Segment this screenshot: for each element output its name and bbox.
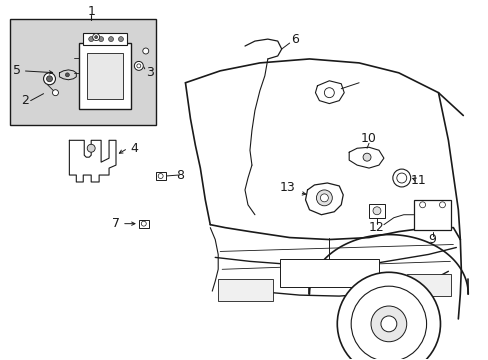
Bar <box>87 53 122 99</box>
Text: 12: 12 <box>368 221 384 234</box>
Bar <box>406 274 450 296</box>
Circle shape <box>141 221 146 226</box>
Bar <box>139 220 148 228</box>
Circle shape <box>158 174 163 179</box>
Text: 9: 9 <box>427 233 436 246</box>
Circle shape <box>362 153 370 161</box>
Text: 3: 3 <box>145 66 153 79</box>
Text: 8: 8 <box>176 168 184 181</box>
Circle shape <box>370 306 406 342</box>
Circle shape <box>87 144 95 152</box>
Circle shape <box>52 90 59 96</box>
Circle shape <box>337 272 440 360</box>
Circle shape <box>324 88 334 98</box>
Circle shape <box>380 316 396 332</box>
Text: 1: 1 <box>87 5 95 18</box>
Circle shape <box>108 37 113 41</box>
Circle shape <box>99 37 103 41</box>
Text: 10: 10 <box>360 132 376 145</box>
Circle shape <box>134 62 143 70</box>
Circle shape <box>43 73 55 85</box>
Circle shape <box>372 207 380 215</box>
Circle shape <box>88 37 94 41</box>
Text: 7: 7 <box>112 217 120 230</box>
Text: 2: 2 <box>20 94 29 107</box>
Text: 11: 11 <box>410 174 426 186</box>
Bar <box>155 172 165 180</box>
Circle shape <box>439 202 445 208</box>
Text: 6: 6 <box>290 33 298 46</box>
Circle shape <box>419 202 425 208</box>
Bar <box>79 43 131 109</box>
Circle shape <box>142 48 148 54</box>
Bar <box>279 260 378 287</box>
Circle shape <box>350 286 426 360</box>
Bar <box>413 200 450 230</box>
Circle shape <box>46 76 52 82</box>
Circle shape <box>95 36 98 39</box>
Circle shape <box>65 73 69 77</box>
Bar <box>368 204 384 218</box>
Circle shape <box>118 37 123 41</box>
Circle shape <box>137 64 141 68</box>
Circle shape <box>392 169 410 187</box>
Bar <box>10 19 155 125</box>
Polygon shape <box>69 140 116 182</box>
Circle shape <box>320 194 327 202</box>
Circle shape <box>396 173 406 183</box>
Text: 13: 13 <box>279 181 295 194</box>
Circle shape <box>93 33 100 41</box>
Text: 5: 5 <box>13 64 20 77</box>
Circle shape <box>316 190 332 206</box>
Text: 4: 4 <box>130 142 138 155</box>
Bar <box>83 33 127 45</box>
Bar <box>218 279 272 301</box>
